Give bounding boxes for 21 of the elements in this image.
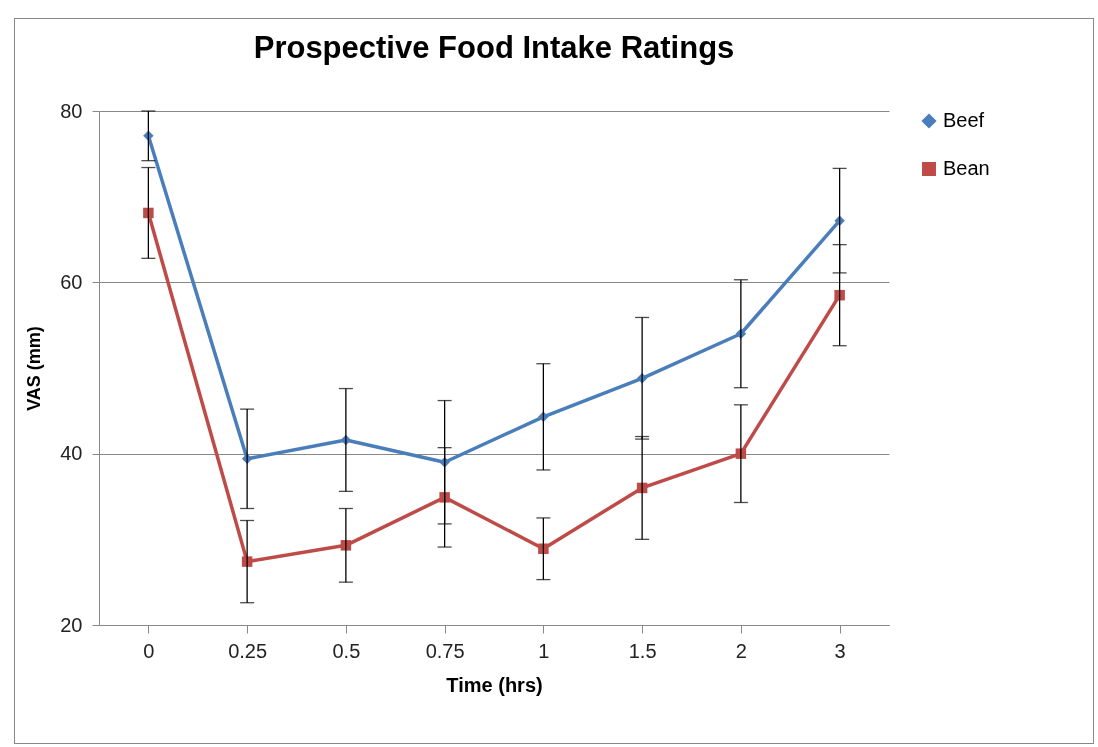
chart-title: Prospective Food Intake Ratings (253, 30, 735, 65)
y-tick-label: 80 (60, 99, 83, 122)
legend-label: Bean (943, 157, 990, 179)
point (538, 543, 549, 554)
x-tick-label: 0.75 (425, 639, 465, 662)
x-axis-title: Time (hrs) (446, 673, 543, 696)
y-axis-title: VAS (mm) (24, 326, 45, 411)
point (143, 207, 154, 219)
x-tick-label: 0.5 (332, 639, 361, 662)
x-tick-label: 0 (143, 639, 155, 662)
x-tick-label: 1.5 (628, 639, 657, 662)
x-tick-label: 1 (538, 639, 550, 662)
y-tick-label: 20 (60, 613, 83, 636)
y-tick-label: 40 (60, 442, 83, 465)
point (439, 492, 450, 503)
x-tick-label: 3 (834, 639, 846, 662)
y-tick-label: 60 (60, 270, 83, 293)
x-tick-label: 0.25 (228, 639, 268, 662)
x-tick-label: 2 (735, 639, 747, 662)
point (834, 289, 845, 301)
legend-label: Beef (943, 109, 985, 131)
